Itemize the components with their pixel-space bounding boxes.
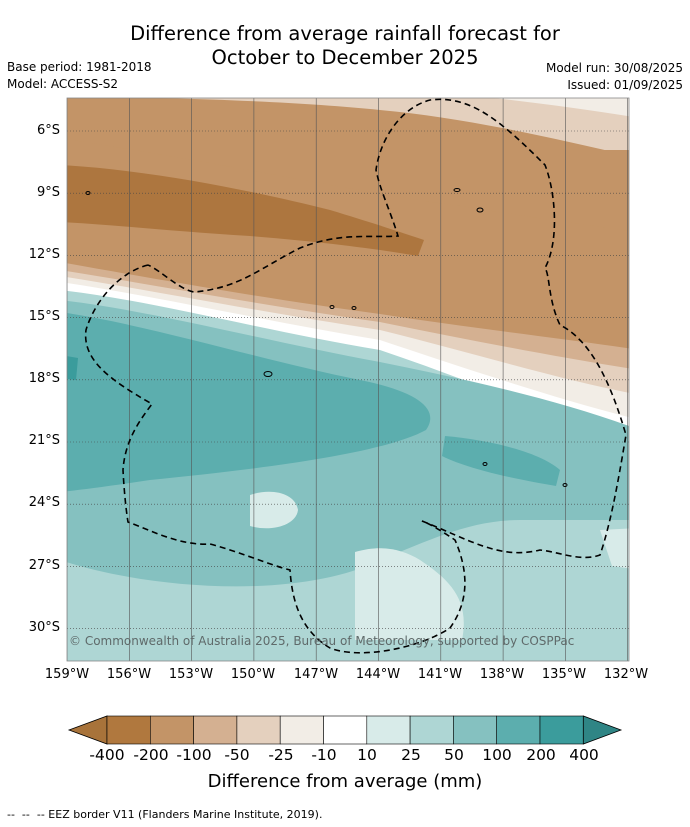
colorbar-swatch [539, 715, 584, 745]
lon-label: 141°W [417, 667, 463, 682]
eez-border-east [147, 98, 627, 559]
band-mid-minus100 [67, 139, 629, 231]
colorbar-swatch [106, 715, 151, 745]
band-north-minus25 [161, 98, 629, 156]
colorbar-swatch [453, 715, 497, 745]
colorbar-title: Difference from average (mm) [207, 771, 483, 792]
title-line-1: Difference from average rainfall forecas… [130, 22, 560, 45]
colorbar-swatch [323, 715, 368, 745]
lat-label: 9°S [36, 185, 60, 200]
lon-label: 150°W [230, 667, 276, 682]
eez-border-west [84, 264, 466, 654]
colorbar-swatch [496, 715, 541, 745]
lat-label: 18°S [28, 371, 60, 386]
band-plus10-south [355, 548, 464, 640]
colorbar-tick: -200 [133, 746, 169, 764]
issued-date: Issued: 01/09/2025 [567, 78, 683, 92]
colorbar-tick: 200 [526, 746, 556, 764]
lat-label: 12°S [28, 247, 60, 262]
eez-footer-note: -- -- -- EEZ border V11 (Flanders Marine… [7, 808, 323, 821]
colorbar [67, 715, 623, 745]
band-minus200 [67, 165, 424, 256]
colorbar-tick: 25 [401, 746, 421, 764]
lon-label: 144°W [355, 667, 401, 682]
lat-label: 15°S [28, 309, 60, 324]
band-plus100-east [442, 436, 560, 486]
band-plus25-south [67, 519, 629, 661]
lat-label: 30°S [28, 620, 60, 635]
band-plus10-east [600, 528, 629, 569]
colorbar-swatch [366, 715, 411, 745]
lon-label: 159°W [44, 667, 90, 682]
band-plus10-patch [250, 491, 298, 529]
lon-label: 156°W [106, 667, 152, 682]
gridlines [67, 98, 629, 661]
colorbar-max-arrow [582, 715, 623, 745]
colorbar-tick: 100 [482, 746, 512, 764]
meta-right: Model run: 30/08/2025 Issued: 01/09/2025 [546, 60, 683, 94]
base-period: Base period: 1981-2018 [7, 60, 152, 74]
lat-label: 6°S [36, 123, 60, 138]
colorbar-tick: -400 [89, 746, 125, 764]
model-name: Model: ACCESS-S2 [7, 77, 119, 91]
colorbar-swatch [279, 715, 324, 745]
colorbar-tick: -25 [268, 746, 294, 764]
meta-left: Base period: 1981-2018 Model: ACCESS-S2 [7, 59, 152, 93]
band-plus200 [67, 356, 78, 380]
colorbar-swatch [193, 715, 238, 745]
title-line-2: October to December 2025 [211, 46, 479, 69]
colorbar-swatch [150, 715, 194, 745]
island [263, 371, 273, 377]
island [329, 305, 335, 309]
islands [85, 188, 568, 487]
colorbar-tick: -10 [311, 746, 337, 764]
lon-label: 153°W [168, 667, 214, 682]
colorbar-tick: -100 [176, 746, 212, 764]
island [476, 207, 484, 213]
colorbar-swatch [409, 715, 454, 745]
band-plus100 [67, 313, 431, 492]
lon-label: 135°W [541, 667, 587, 682]
model-run: Model run: 30/08/2025 [545, 61, 683, 75]
island [482, 462, 488, 466]
colorbar-tick: 10 [357, 746, 377, 764]
lat-label: 27°S [28, 558, 60, 573]
colorbar-swatch [236, 715, 281, 745]
lat-label: 24°S [28, 495, 60, 510]
island [453, 188, 461, 192]
lat-label: 21°S [28, 433, 60, 448]
lon-label: 147°W [293, 667, 339, 682]
band-north-minus10 [494, 98, 629, 117]
colorbar-min-arrow [67, 715, 108, 745]
lon-label: 132°W [603, 667, 649, 682]
map-field [67, 98, 629, 661]
map-title: Difference from average rainfall forecas… [0, 22, 690, 70]
colorbar-tick: 400 [569, 746, 599, 764]
island [562, 483, 568, 487]
lon-label: 138°W [479, 667, 525, 682]
colorbar-tick: 50 [444, 746, 464, 764]
colorbar-tick: -50 [224, 746, 250, 764]
island [351, 306, 357, 310]
island [85, 191, 91, 195]
copyright-notice: © Commonwealth of Australia 2025, Bureau… [69, 634, 575, 648]
map-frame [66, 97, 630, 662]
